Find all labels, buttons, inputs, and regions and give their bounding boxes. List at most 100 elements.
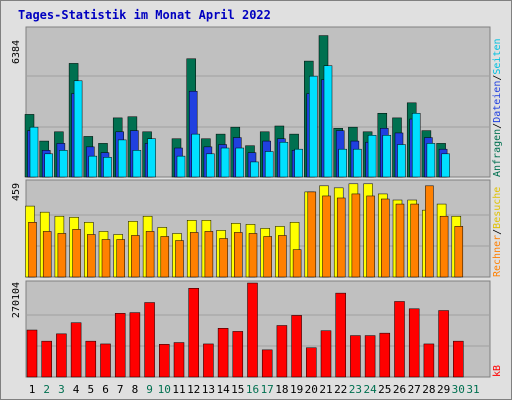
bar-seiten-day-27 xyxy=(411,112,421,178)
x-label-day-13: 13 xyxy=(202,383,215,396)
bar-kb-day-9 xyxy=(144,302,155,378)
x-label-day-5: 5 xyxy=(87,383,94,396)
x-label-day-25: 25 xyxy=(378,383,391,396)
bar-seiten-day-15 xyxy=(235,147,245,178)
bar-kb-day-8 xyxy=(129,312,141,378)
x-label-day-21: 21 xyxy=(319,383,332,396)
bar-rechner-day-4 xyxy=(72,229,81,278)
x-label-day-10: 10 xyxy=(158,383,171,396)
bar-seiten-day-2 xyxy=(44,153,53,178)
x-label-day-26: 26 xyxy=(393,383,406,396)
bars-layer xyxy=(24,35,464,378)
x-label-day-8: 8 xyxy=(132,383,139,396)
bar-seiten-day-26 xyxy=(397,144,406,178)
bar-kb-day-3 xyxy=(56,333,67,378)
bar-kb-day-14 xyxy=(217,328,229,378)
bar-rechner-day-17 xyxy=(263,236,272,278)
panel1-ymax-label: 6384 xyxy=(11,40,22,64)
bar-seiten-day-1 xyxy=(29,126,39,178)
x-label-day-16: 16 xyxy=(246,383,259,396)
bar-rechner-day-8 xyxy=(131,235,140,278)
bar-seiten-day-6 xyxy=(103,157,112,178)
bar-seiten-day-14 xyxy=(220,147,230,178)
bar-kb-day-13 xyxy=(203,343,214,378)
bar-rechner-day-1 xyxy=(28,222,37,278)
bar-kb-day-20 xyxy=(306,347,317,378)
panel1-legend: Anfragen/Dateien/Seiten xyxy=(492,38,503,177)
bar-kb-day-27 xyxy=(408,308,420,378)
x-label-day-22: 22 xyxy=(334,383,347,396)
bar-rechner-day-13 xyxy=(204,231,214,278)
panel2-ymax-label: 459 xyxy=(11,183,22,201)
bar-seiten-day-29 xyxy=(441,153,450,178)
bar-kb-day-30 xyxy=(453,340,464,378)
bar-seiten-day-18 xyxy=(279,141,289,178)
x-label-day-27: 27 xyxy=(408,383,421,396)
bar-rechner-day-2 xyxy=(42,231,52,278)
bar-kb-day-26 xyxy=(394,301,405,378)
bar-kb-day-18 xyxy=(276,325,288,378)
x-label-day-30: 30 xyxy=(452,383,465,396)
x-label-day-6: 6 xyxy=(102,383,109,396)
legend1-part-4: Seiten xyxy=(492,38,503,74)
bar-rechner-day-16 xyxy=(248,233,258,278)
bar-kb-day-1 xyxy=(26,329,38,378)
bar-rechner-day-14 xyxy=(219,238,228,278)
bar-kb-day-4 xyxy=(70,322,82,378)
x-label-day-29: 29 xyxy=(437,383,450,396)
legend1-part-1: / xyxy=(492,123,503,129)
x-label-day-14: 14 xyxy=(216,383,230,396)
bar-kb-day-10 xyxy=(159,344,170,378)
bar-seiten-day-13 xyxy=(206,153,215,178)
bar-seiten-day-19 xyxy=(294,148,303,178)
bar-rechner-day-22 xyxy=(336,197,346,278)
bar-rechner-day-7 xyxy=(116,239,125,278)
bar-seiten-day-4 xyxy=(73,80,83,178)
bar-seiten-day-3 xyxy=(59,150,68,178)
legend2-part-1: / xyxy=(492,229,503,235)
bar-rechner-day-24 xyxy=(366,195,375,278)
chart-title: Tages-Statistik im Monat April 2022 xyxy=(18,8,271,22)
x-label-day-31: 31 xyxy=(466,383,479,396)
bar-rechner-day-19 xyxy=(292,249,302,278)
legend1-part-3: / xyxy=(492,75,503,81)
bar-kb-day-28 xyxy=(423,343,435,378)
bar-seiten-day-12 xyxy=(191,133,200,178)
bar-seiten-day-8 xyxy=(132,150,142,178)
x-label-day-11: 11 xyxy=(172,383,185,396)
x-axis-labels: 1 2 3 4 5 6 7 8 9 10 11 12 13 14 15 16 17 18 19 20 21 22 23 24 2… xyxy=(29,383,480,396)
x-label-day-9: 9 xyxy=(146,383,153,396)
bar-rechner-day-21 xyxy=(322,195,331,278)
bar-kb-day-17 xyxy=(261,349,273,378)
bar-seiten-day-28 xyxy=(426,143,436,178)
x-label-day-15: 15 xyxy=(231,383,244,396)
bar-kb-day-23 xyxy=(350,335,361,378)
x-label-day-28: 28 xyxy=(422,383,435,396)
x-label-day-7: 7 xyxy=(117,383,124,396)
bar-seiten-day-21 xyxy=(323,65,333,178)
bar-rechner-day-11 xyxy=(175,240,184,278)
bar-seiten-day-7 xyxy=(117,139,127,178)
legend2-part-0: Rechner xyxy=(492,235,503,277)
bar-seiten-day-22 xyxy=(338,148,347,178)
bar-seiten-day-24 xyxy=(367,135,377,178)
bar-seiten-day-9 xyxy=(147,138,156,178)
bar-rechner-day-3 xyxy=(57,233,67,278)
bar-rechner-day-12 xyxy=(189,232,199,278)
bar-rechner-day-25 xyxy=(381,198,390,278)
legend1-part-2: Dateien xyxy=(492,81,503,123)
panel2-legend: Rechner/Besuche xyxy=(492,187,503,277)
bar-kb-day-15 xyxy=(232,331,244,378)
legend3-part-0: kB xyxy=(492,365,503,377)
bar-rechner-day-23 xyxy=(351,193,361,278)
x-label-day-19: 19 xyxy=(290,383,303,396)
bar-rechner-day-18 xyxy=(278,235,287,278)
bar-kb-day-22 xyxy=(335,292,346,378)
x-label-day-3: 3 xyxy=(58,383,65,396)
bar-seiten-day-20 xyxy=(309,75,318,178)
bar-kb-day-7 xyxy=(114,313,126,378)
bar-kb-day-19 xyxy=(291,315,302,378)
x-label-day-23: 23 xyxy=(349,383,362,396)
bar-kb-day-2 xyxy=(41,340,52,378)
x-label-day-17: 17 xyxy=(261,383,274,396)
